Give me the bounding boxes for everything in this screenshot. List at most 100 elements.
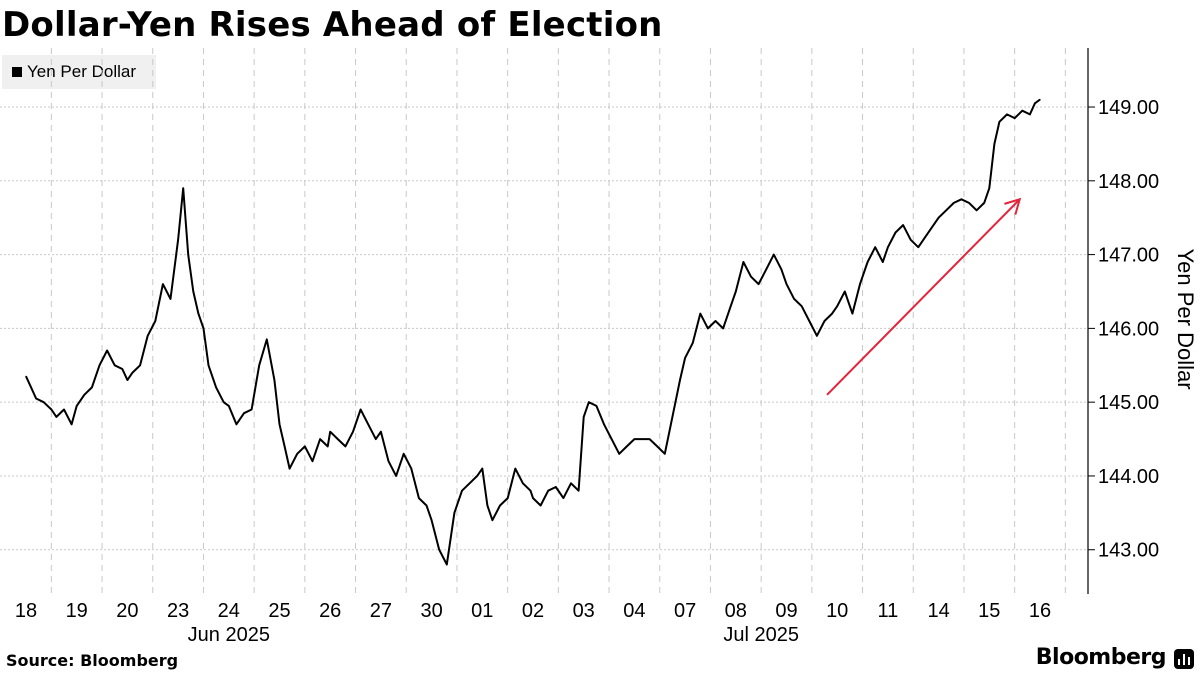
data-point <box>71 423 73 425</box>
data-point <box>735 290 737 293</box>
data-point <box>932 224 935 226</box>
y-tick-label: 145.00 <box>1098 392 1159 414</box>
data-point <box>344 445 347 448</box>
data-point <box>626 445 628 448</box>
y-tick-label: 143.00 <box>1098 540 1159 562</box>
y-tick-label: 147.00 <box>1098 245 1159 267</box>
data-point <box>758 283 760 285</box>
x-tick-label: 08 <box>725 600 747 622</box>
y-axis: 143.00 144.00 145.00 146.00 147.00 148.00 149.… <box>1087 48 1198 594</box>
x-tick-label: 10 <box>826 600 848 622</box>
bloomberg-chart-icon <box>1174 649 1194 669</box>
data-point <box>641 438 643 440</box>
x-tick-label: 09 <box>775 600 797 622</box>
data-point <box>578 490 580 492</box>
data-point <box>595 405 597 407</box>
data-point <box>43 401 45 403</box>
y-tick-label: 148.00 <box>1098 171 1159 193</box>
x-month-label: Jun 2025 <box>188 624 270 646</box>
data-point <box>649 438 651 440</box>
data-point <box>121 368 123 370</box>
data-point <box>529 490 532 492</box>
legend-swatch <box>12 67 22 77</box>
data-point <box>360 408 362 411</box>
data-point <box>278 423 281 425</box>
data-point <box>30 386 32 389</box>
data-point <box>851 313 854 315</box>
data-point <box>461 490 463 492</box>
data-point <box>197 313 199 315</box>
x-tick-label: 19 <box>66 600 88 622</box>
x-tick-label: 11 <box>878 600 899 622</box>
data-point <box>55 416 58 418</box>
data-point <box>215 386 217 389</box>
data-point <box>243 412 245 414</box>
data-point <box>902 224 904 226</box>
data-point <box>785 283 788 285</box>
data-point <box>251 408 253 411</box>
data-point <box>925 235 927 237</box>
x-tick-label: 14 <box>927 600 949 622</box>
data-point <box>555 486 557 488</box>
data-point <box>801 305 803 307</box>
data-point <box>540 504 542 507</box>
trend-arrow-head <box>1004 197 1022 215</box>
data-point <box>446 563 448 566</box>
data-point <box>476 475 478 477</box>
data-point <box>780 268 783 270</box>
data-point <box>114 364 116 366</box>
data-point <box>910 239 912 241</box>
data-point <box>588 401 590 403</box>
data-point <box>431 519 433 521</box>
data-point <box>425 504 428 507</box>
data-point <box>35 397 37 400</box>
data-point <box>162 283 164 285</box>
data-point <box>329 431 331 433</box>
data-point <box>387 460 390 462</box>
data-point <box>1034 102 1036 104</box>
data-point <box>507 497 509 499</box>
data-point <box>375 438 377 440</box>
data-point <box>699 313 701 315</box>
legend-label: Yen Per Dollar <box>27 62 136 81</box>
brand-logo-text: Bloomberg <box>1035 645 1167 670</box>
x-month-label: Jul 2025 <box>723 624 799 646</box>
data-point <box>499 504 501 507</box>
data-point <box>139 364 141 366</box>
data-point <box>633 438 636 440</box>
data-point <box>266 338 268 341</box>
data-point <box>874 246 876 248</box>
data-point <box>998 121 1001 123</box>
data-point <box>917 246 919 248</box>
data-point <box>773 253 775 256</box>
data-point <box>311 460 314 462</box>
data-point <box>304 445 306 448</box>
data-point <box>583 416 585 418</box>
x-tick-label: 02 <box>522 600 544 622</box>
x-tick-label: 04 <box>623 600 645 622</box>
data-point <box>1014 117 1016 119</box>
y-tick-label: 144.00 <box>1098 466 1159 488</box>
y-tick-label: 146.00 <box>1098 318 1159 340</box>
data-point <box>968 202 970 204</box>
data-point <box>1006 113 1008 116</box>
source-note: Source: Bloomberg <box>6 651 179 670</box>
chart-title: Dollar-Yen Rises Ahead of Election <box>2 5 663 45</box>
data-point <box>403 453 405 455</box>
data-point <box>671 416 674 418</box>
data-point <box>50 408 52 411</box>
x-tick-label: 25 <box>268 600 290 622</box>
data-point <box>730 305 732 307</box>
data-point <box>25 375 27 377</box>
data-point <box>453 512 456 514</box>
data-point <box>192 290 194 293</box>
data-point <box>692 342 694 344</box>
x-tick-label: 24 <box>218 600 240 622</box>
data-point <box>469 482 471 484</box>
data-point <box>793 298 795 300</box>
data-point <box>63 408 65 411</box>
data-point <box>938 217 940 219</box>
data-point <box>207 364 210 366</box>
data-point <box>235 423 238 425</box>
data-point <box>882 261 884 263</box>
